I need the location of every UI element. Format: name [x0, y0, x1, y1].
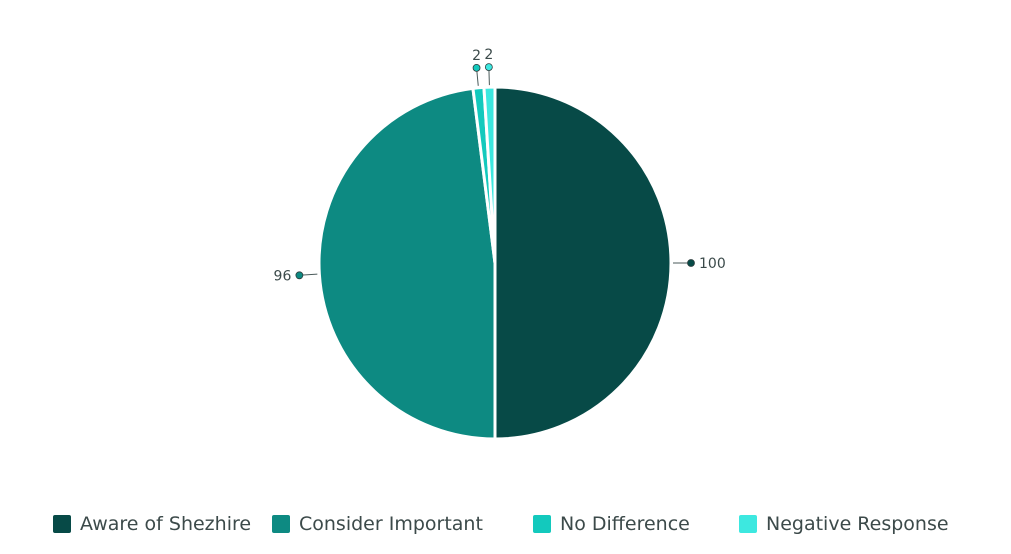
label-leader-dot [484, 63, 493, 71]
data-label: 96 [274, 268, 292, 284]
data-labels: 100 96 2 2 [274, 47, 726, 284]
label-leader-dot [687, 259, 695, 267]
pie-slice-consider-important[interactable] [317, 86, 497, 441]
legend-label: Negative Response [766, 513, 949, 535]
legend-item-consider-important[interactable]: Consider Important [272, 510, 483, 538]
legend-item-negative-response[interactable]: Negative Response [739, 510, 949, 538]
data-label: 2 [472, 48, 481, 64]
legend-swatch [272, 515, 290, 533]
data-label: 2 [484, 47, 493, 63]
label-leader-dot [472, 63, 481, 72]
data-label: 100 [699, 256, 726, 272]
label-leader-dot [295, 271, 304, 280]
pie-slice-aware-of-shezhire[interactable] [493, 85, 673, 441]
pie-slices [317, 85, 673, 441]
legend-label: No Difference [560, 513, 690, 535]
legend-item-aware-of-shezhire[interactable]: Aware of Shezhire [53, 510, 251, 538]
legend-label: Consider Important [299, 513, 483, 535]
legend-swatch [533, 515, 551, 533]
legend-item-no-difference[interactable]: No Difference [533, 510, 690, 538]
label-leaders [295, 63, 695, 280]
legend-swatch [53, 515, 71, 533]
pie-slice-negative-response[interactable] [482, 85, 497, 265]
legend-swatch [739, 515, 757, 533]
legend-label: Aware of Shezhire [80, 513, 252, 535]
legend: Aware of Shezhire Consider Important No … [0, 510, 1011, 538]
